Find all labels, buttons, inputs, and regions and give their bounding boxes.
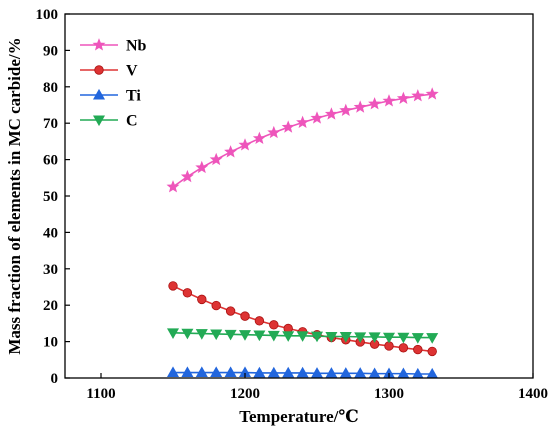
legend-marker-ti	[92, 88, 106, 100]
data-point-c	[282, 331, 295, 342]
data-point-v	[240, 311, 250, 321]
data-point-ti	[224, 366, 237, 378]
series-line-nb	[172, 93, 433, 188]
data-point-nb	[368, 97, 382, 110]
legend-label-v: V	[126, 63, 138, 80]
data-point-c	[253, 330, 266, 342]
data-point-c	[238, 330, 252, 341]
legend-marker-nb	[92, 38, 106, 51]
data-point-nb	[425, 87, 439, 100]
legend-label-ti: Ti	[126, 88, 141, 105]
data-point-v	[197, 294, 207, 305]
data-point-nb	[310, 111, 324, 124]
data-point-nb	[324, 107, 338, 120]
legend-label-c: C	[126, 113, 138, 130]
data-point-nb	[166, 180, 180, 193]
data-point-c	[310, 331, 324, 343]
y-tick-label: 0	[51, 371, 59, 387]
legend-item-ti: Ti	[80, 88, 141, 105]
data-point-v	[254, 316, 265, 326]
x-tick-label: 1300	[374, 386, 404, 402]
y-tick-label: 60	[43, 153, 58, 169]
data-point-nb	[238, 138, 252, 151]
data-point-c	[181, 328, 194, 340]
data-point-c	[339, 332, 352, 343]
data-point-c	[368, 332, 381, 343]
data-point-c	[382, 332, 396, 344]
series-c	[166, 328, 439, 344]
data-point-v	[182, 288, 193, 298]
data-point-nb	[339, 103, 353, 116]
data-point-ti	[210, 366, 223, 378]
data-point-nb	[252, 131, 266, 145]
data-point-v	[269, 320, 279, 330]
y-tick-label: 80	[43, 80, 58, 96]
data-point-nb	[353, 100, 367, 113]
series-ti	[166, 366, 439, 379]
y-tick-label: 10	[43, 335, 58, 351]
x-axis-label: Temperature/℃	[239, 407, 359, 426]
legend-item-c: C	[80, 113, 138, 130]
data-point-c	[166, 328, 180, 339]
data-point-c	[224, 329, 237, 341]
y-axis-label: Mass fraction of elements in MC carbide/…	[5, 37, 24, 354]
data-point-c	[195, 329, 208, 340]
y-tick-label: 90	[43, 43, 58, 59]
x-tick-label: 1400	[518, 386, 548, 402]
y-tick-label: 100	[36, 7, 59, 23]
data-point-c	[325, 332, 338, 343]
y-tick-label: 40	[43, 225, 58, 241]
data-point-nb	[281, 120, 295, 133]
data-point-v	[211, 300, 221, 311]
data-point-nb	[180, 169, 194, 183]
data-point-v	[168, 281, 178, 291]
data-point-ti	[282, 366, 295, 378]
axis-ticks: 0 10 20 30 40 50 60 70 80 90 100 1100 1200 1300 1400	[36, 7, 549, 402]
legend-marker-v	[94, 65, 104, 75]
data-point-v	[413, 344, 423, 355]
data-point-c	[354, 332, 367, 343]
data-point-ti	[253, 366, 266, 378]
series-nb	[166, 87, 439, 193]
legend-item-v: V	[80, 63, 138, 80]
data-point-nb	[195, 160, 209, 174]
series-v	[168, 281, 437, 357]
y-tick-label: 50	[43, 189, 58, 205]
x-tick-label: 1100	[86, 386, 115, 402]
data-point-ti	[166, 366, 180, 378]
data-point-nb	[396, 91, 410, 104]
x-tick-label: 1200	[230, 386, 260, 402]
data-point-v	[398, 343, 409, 353]
data-point-v	[427, 346, 437, 357]
data-point-c	[210, 329, 223, 341]
data-point-c	[296, 331, 309, 342]
data-point-ti	[267, 366, 280, 378]
plot-marks	[166, 87, 439, 379]
data-point-v	[225, 306, 236, 316]
data-point-c	[267, 330, 280, 342]
y-tick-label: 30	[43, 262, 58, 278]
legend-item-nb: Nb	[80, 38, 147, 55]
legend-label-nb: Nb	[126, 38, 147, 55]
legend-marker-c	[92, 115, 106, 127]
data-point-c	[397, 332, 410, 344]
data-point-c	[411, 333, 424, 344]
data-point-nb	[411, 89, 425, 102]
data-point-c	[426, 333, 439, 344]
data-point-nb	[224, 145, 238, 158]
data-point-ti	[195, 366, 208, 378]
data-point-nb	[296, 115, 310, 128]
legend: Nb V Ti C	[80, 38, 147, 130]
y-tick-label: 20	[43, 298, 58, 314]
data-point-nb	[209, 152, 223, 166]
data-point-nb	[267, 125, 281, 139]
data-point-ti	[181, 366, 194, 378]
data-point-ti	[296, 366, 309, 378]
data-point-nb	[382, 94, 396, 107]
y-tick-label: 70	[43, 116, 58, 132]
